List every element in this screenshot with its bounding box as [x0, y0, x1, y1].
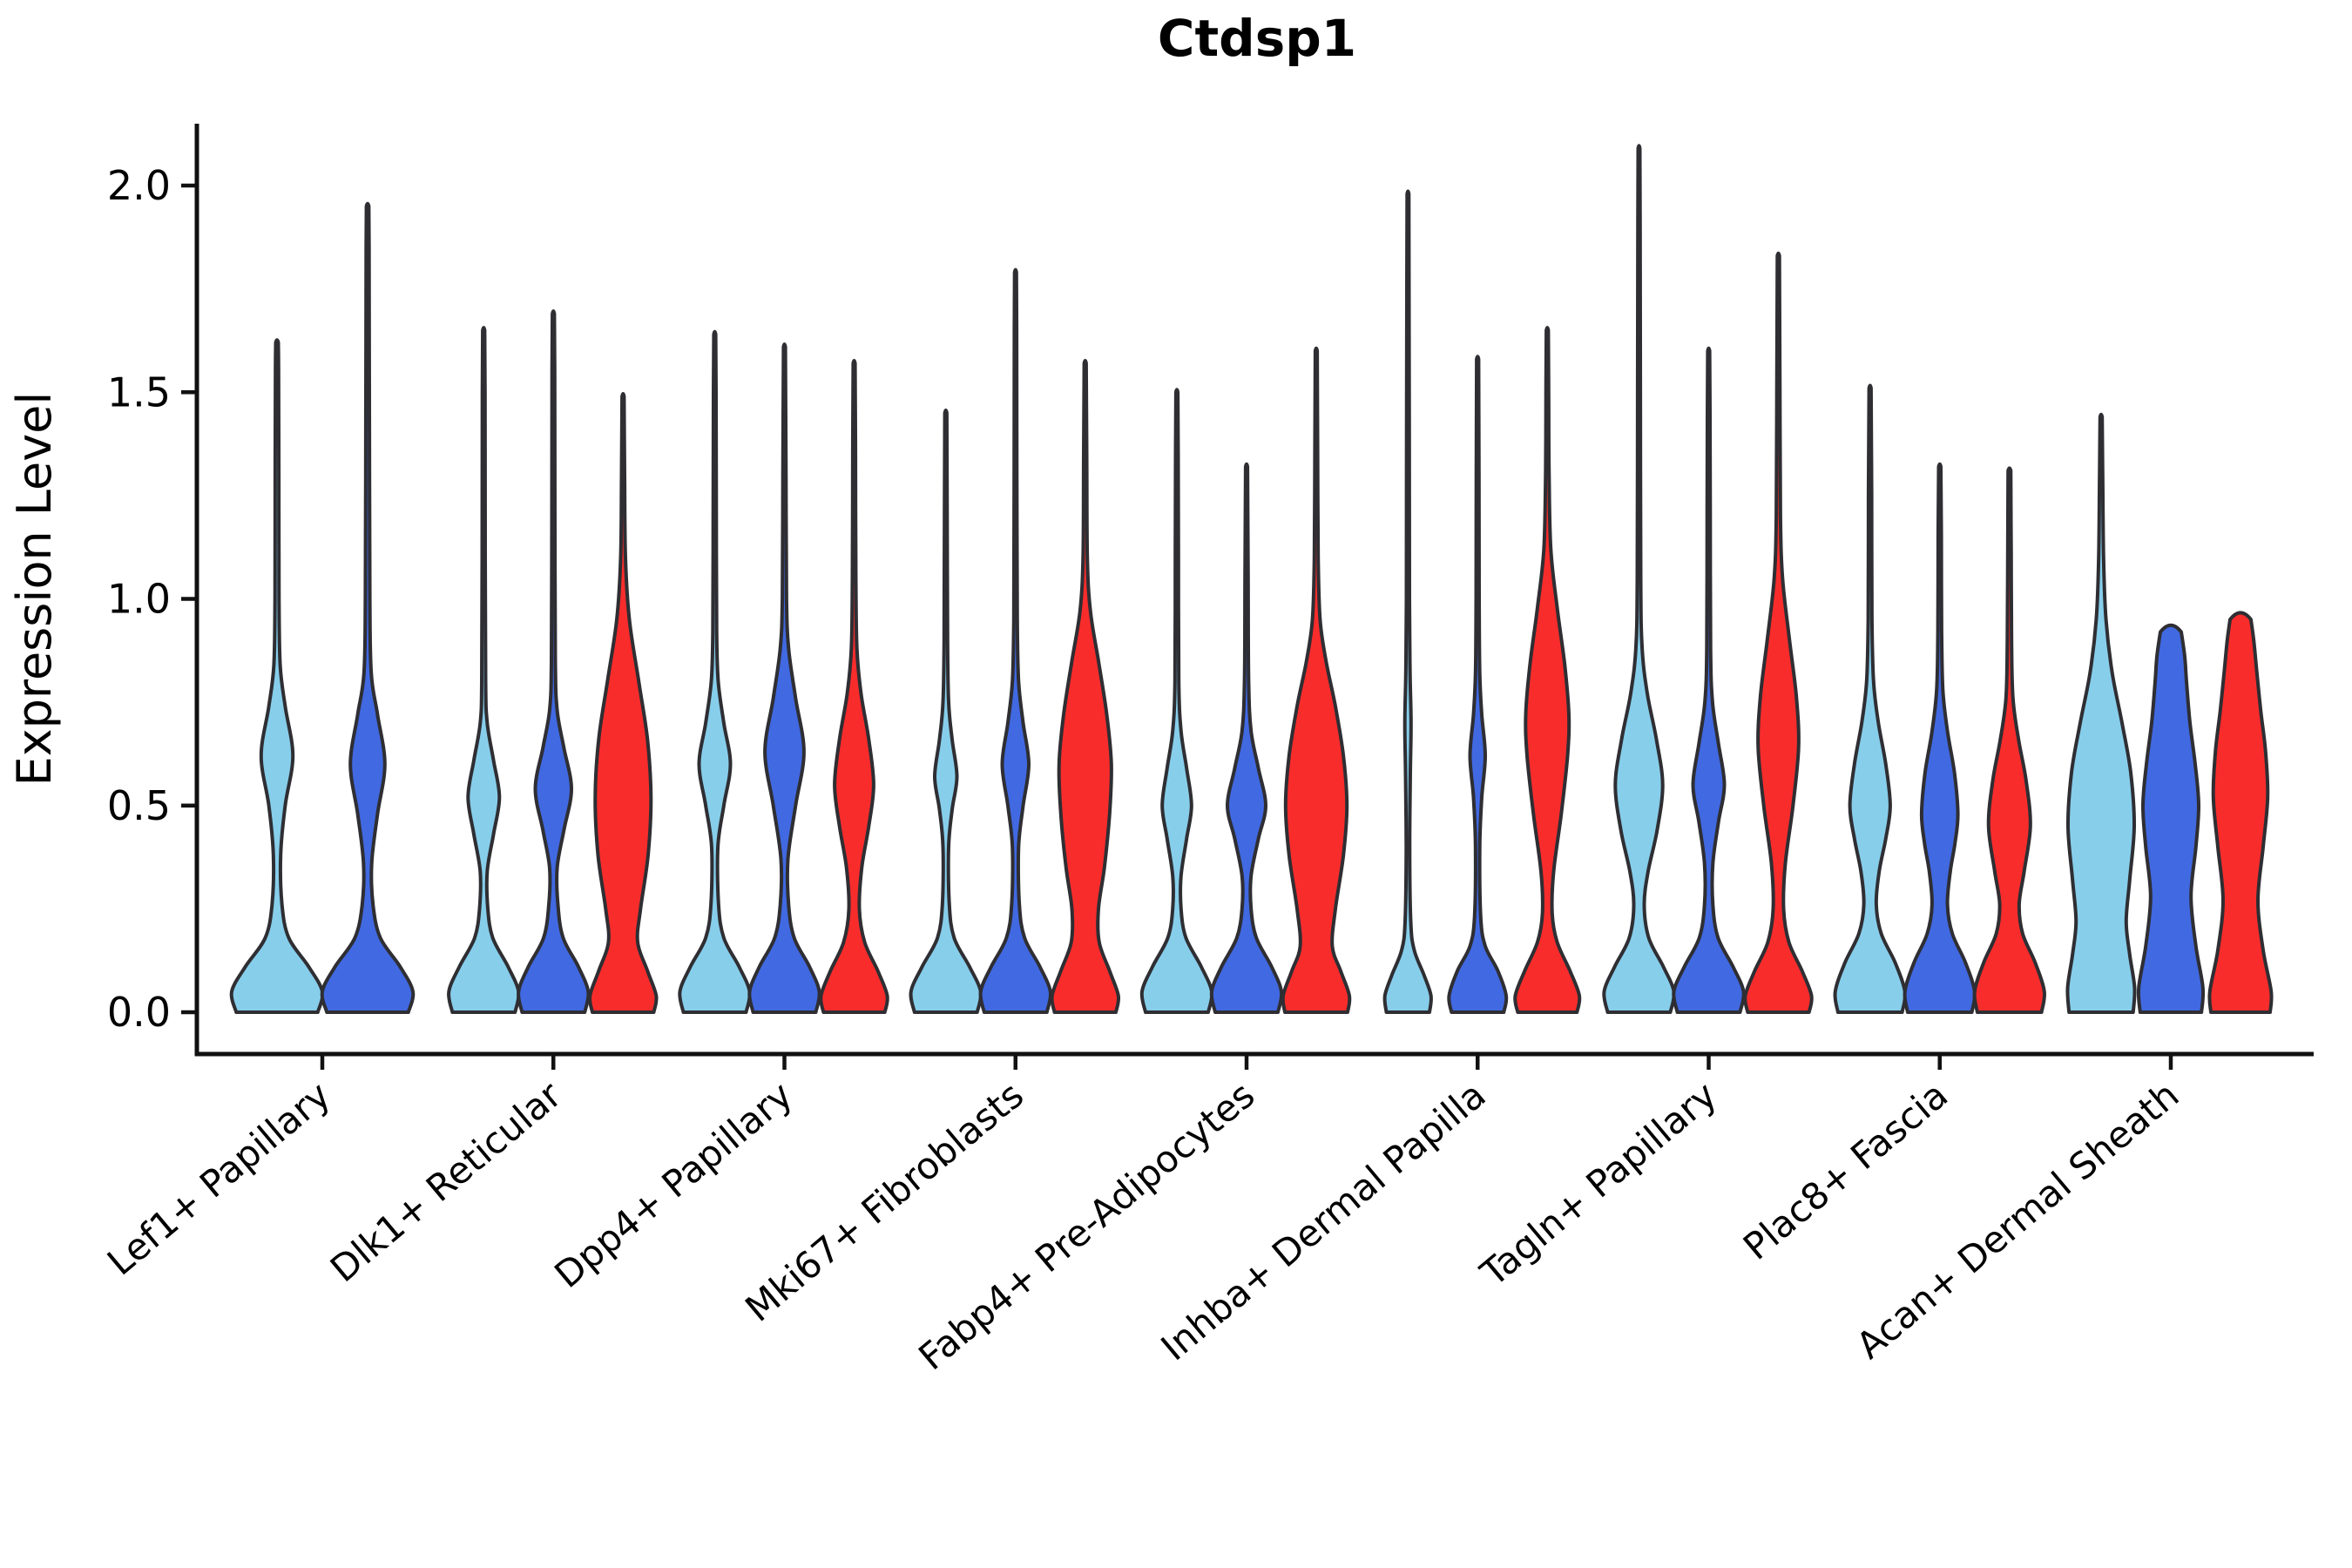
- x-tick-label: Lef1+ Papillary: [99, 1073, 339, 1283]
- y-tick-label: 0.5: [107, 782, 171, 829]
- x-tick-label: Dpp4+ Papillary: [546, 1073, 801, 1296]
- y-tick-label: 1.5: [107, 368, 171, 416]
- y-tick-label: 0.0: [107, 989, 171, 1036]
- violin-2-s2: [819, 359, 889, 1014]
- x-tick-label: Tagln+ Papillary: [1472, 1073, 1725, 1295]
- violin-2-s0: [678, 329, 752, 1014]
- violin-5-s1: [1447, 355, 1509, 1014]
- violin-0-s0: [229, 338, 325, 1014]
- violin-1-s2: [588, 392, 659, 1014]
- violin-3-s2: [1050, 359, 1121, 1014]
- violin-7-s0: [1833, 383, 1908, 1014]
- violin-5-s2: [1513, 326, 1582, 1014]
- x-tick-label: Dlk1+ Reticular: [322, 1073, 570, 1291]
- violin-8-s0: [2065, 412, 2137, 1014]
- violin-6-s0: [1602, 144, 1676, 1014]
- violin-3-s1: [978, 267, 1053, 1014]
- violin-7-s2: [1972, 466, 2046, 1014]
- violin-6-s1: [1672, 346, 1746, 1014]
- violin-8-s1: [2136, 623, 2206, 1014]
- violin-6-s2: [1743, 251, 1814, 1014]
- violin-7-s1: [1903, 462, 1977, 1014]
- y-tick-label: 2.0: [107, 162, 171, 209]
- violin-4-s0: [1139, 388, 1214, 1014]
- violin-4-s1: [1209, 462, 1284, 1014]
- chart-title: Ctdsp1: [1158, 9, 1356, 68]
- x-tick-label: Plac8+ Fascia: [1735, 1073, 1956, 1268]
- y-tick-label: 1.0: [107, 576, 171, 623]
- violin-0-s1: [320, 201, 416, 1014]
- violin-8-s2: [2207, 611, 2274, 1014]
- violin-4-s2: [1281, 346, 1352, 1014]
- violin-1-s1: [517, 309, 591, 1014]
- violin-5-s0: [1382, 189, 1433, 1014]
- y-axis-label: Expression Level: [7, 392, 62, 787]
- violin-2-s1: [747, 342, 821, 1014]
- violin-1-s0: [447, 326, 521, 1014]
- violin-3-s0: [909, 409, 983, 1014]
